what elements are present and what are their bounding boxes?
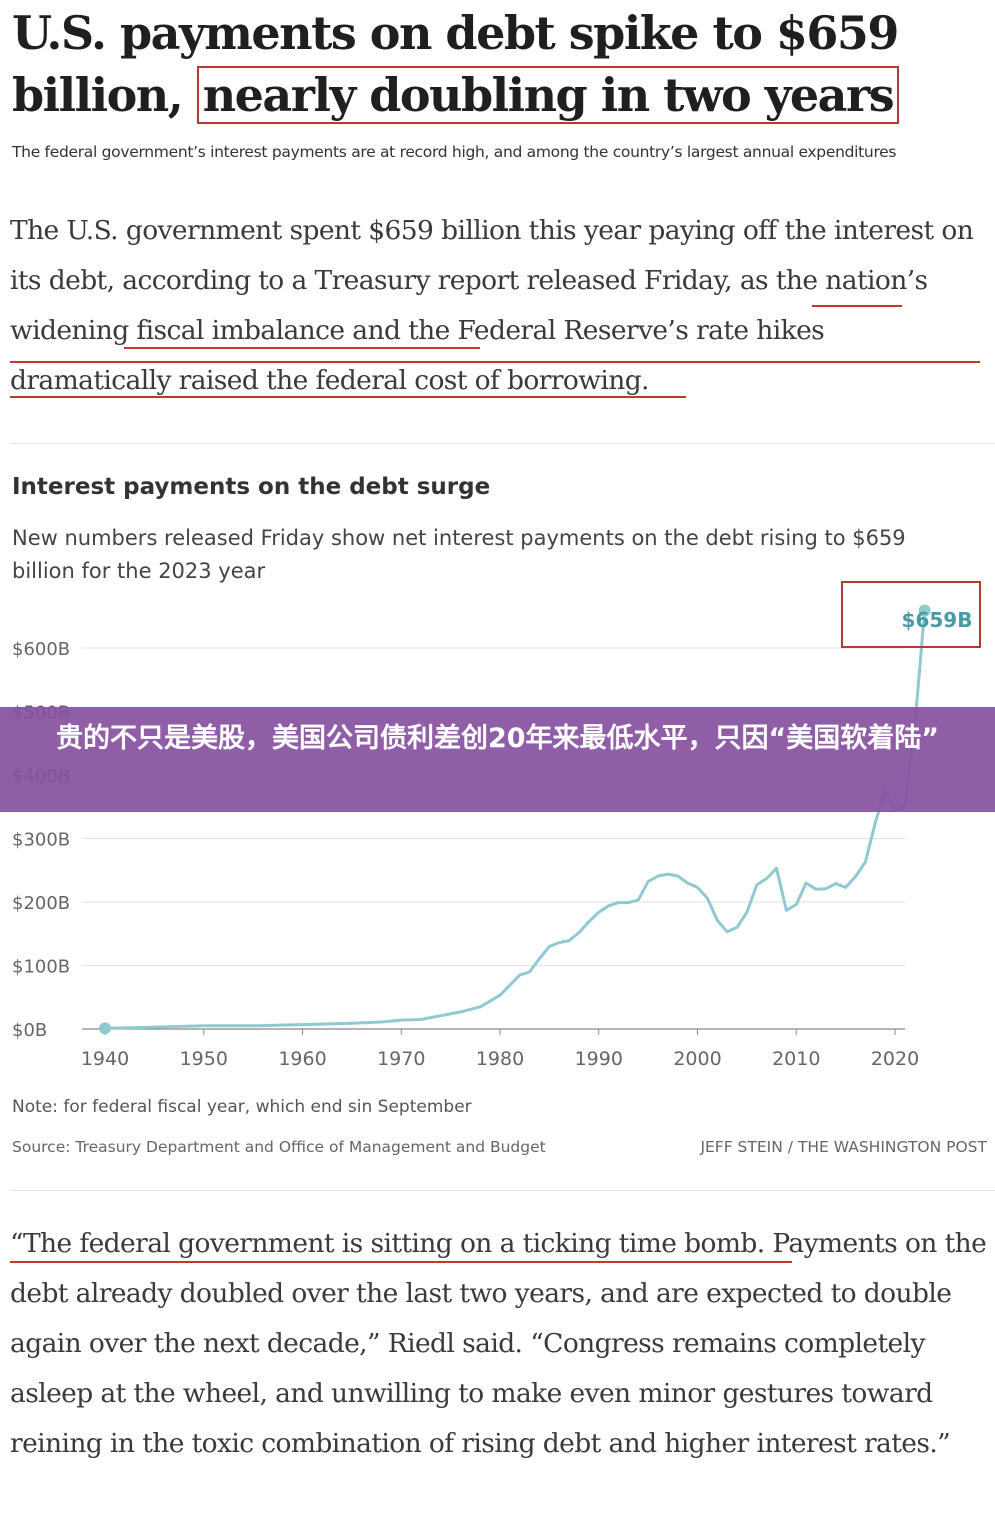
paragraph-intro: The U.S. government spent $659 billion t… bbox=[10, 215, 974, 396]
x-tick-label: 1980 bbox=[476, 1048, 524, 1070]
x-tick-label: 1960 bbox=[278, 1048, 326, 1070]
interest-series-line bbox=[104, 610, 927, 1030]
dek: The federal government’s interest paymen… bbox=[12, 143, 897, 161]
chart-subtitle: New numbers released Friday show net int… bbox=[12, 526, 906, 583]
headline-highlight: nearly doubling in two years bbox=[196, 66, 900, 124]
x-tick-label: 1950 bbox=[180, 1048, 228, 1070]
headline-part1: U.S. payments on debt spike to $659 bill… bbox=[12, 6, 899, 122]
highlight-underline bbox=[10, 396, 686, 398]
x-tick-label: 2020 bbox=[871, 1048, 919, 1070]
chart-credit: JEFF STEIN / THE WASHINGTON POST bbox=[700, 1138, 987, 1156]
y-tick-label: $200B bbox=[12, 893, 70, 914]
annotation-label: $659B bbox=[902, 608, 973, 632]
y-tick-label: $600B bbox=[12, 639, 70, 660]
interest-line-chart: $0B$100B$200B$300B$400B$500B$600B 194019… bbox=[12, 581, 981, 1070]
x-tick-label: 2010 bbox=[772, 1048, 820, 1070]
y-tick-label: $0B bbox=[12, 1020, 47, 1041]
series-start-point bbox=[99, 1022, 111, 1035]
y-tick-label: $100B bbox=[12, 957, 70, 978]
x-tick-label: 1970 bbox=[377, 1048, 425, 1070]
x-tick-label: 1940 bbox=[81, 1048, 129, 1070]
y-tick-label: $300B bbox=[12, 830, 70, 851]
highlight-underline bbox=[10, 361, 980, 363]
chart-note: Note: for federal fiscal year, which end… bbox=[12, 1097, 472, 1117]
paragraph-quote: “The federal government is sitting on a … bbox=[10, 1228, 987, 1459]
news-banner: 贵的不只是美股，美国公司债利差创20年来最低水平，只因“美国软着陆” bbox=[0, 707, 995, 812]
series-end-point bbox=[918, 604, 931, 617]
headline: U.S. payments on debt spike to $659 bill… bbox=[12, 2, 987, 126]
highlight-underline bbox=[124, 347, 480, 349]
x-tick-label: 2000 bbox=[673, 1048, 721, 1070]
chart-title: Interest payments on the debt surge bbox=[12, 474, 491, 500]
highlight-underline bbox=[812, 305, 902, 307]
highlight-underline bbox=[10, 1261, 792, 1263]
section-divider bbox=[10, 1190, 995, 1191]
annotation-box bbox=[841, 581, 981, 648]
section-divider bbox=[10, 443, 995, 444]
chart-source: Source: Treasury Department and Office o… bbox=[12, 1138, 546, 1156]
x-tick-label: 1990 bbox=[575, 1048, 623, 1070]
